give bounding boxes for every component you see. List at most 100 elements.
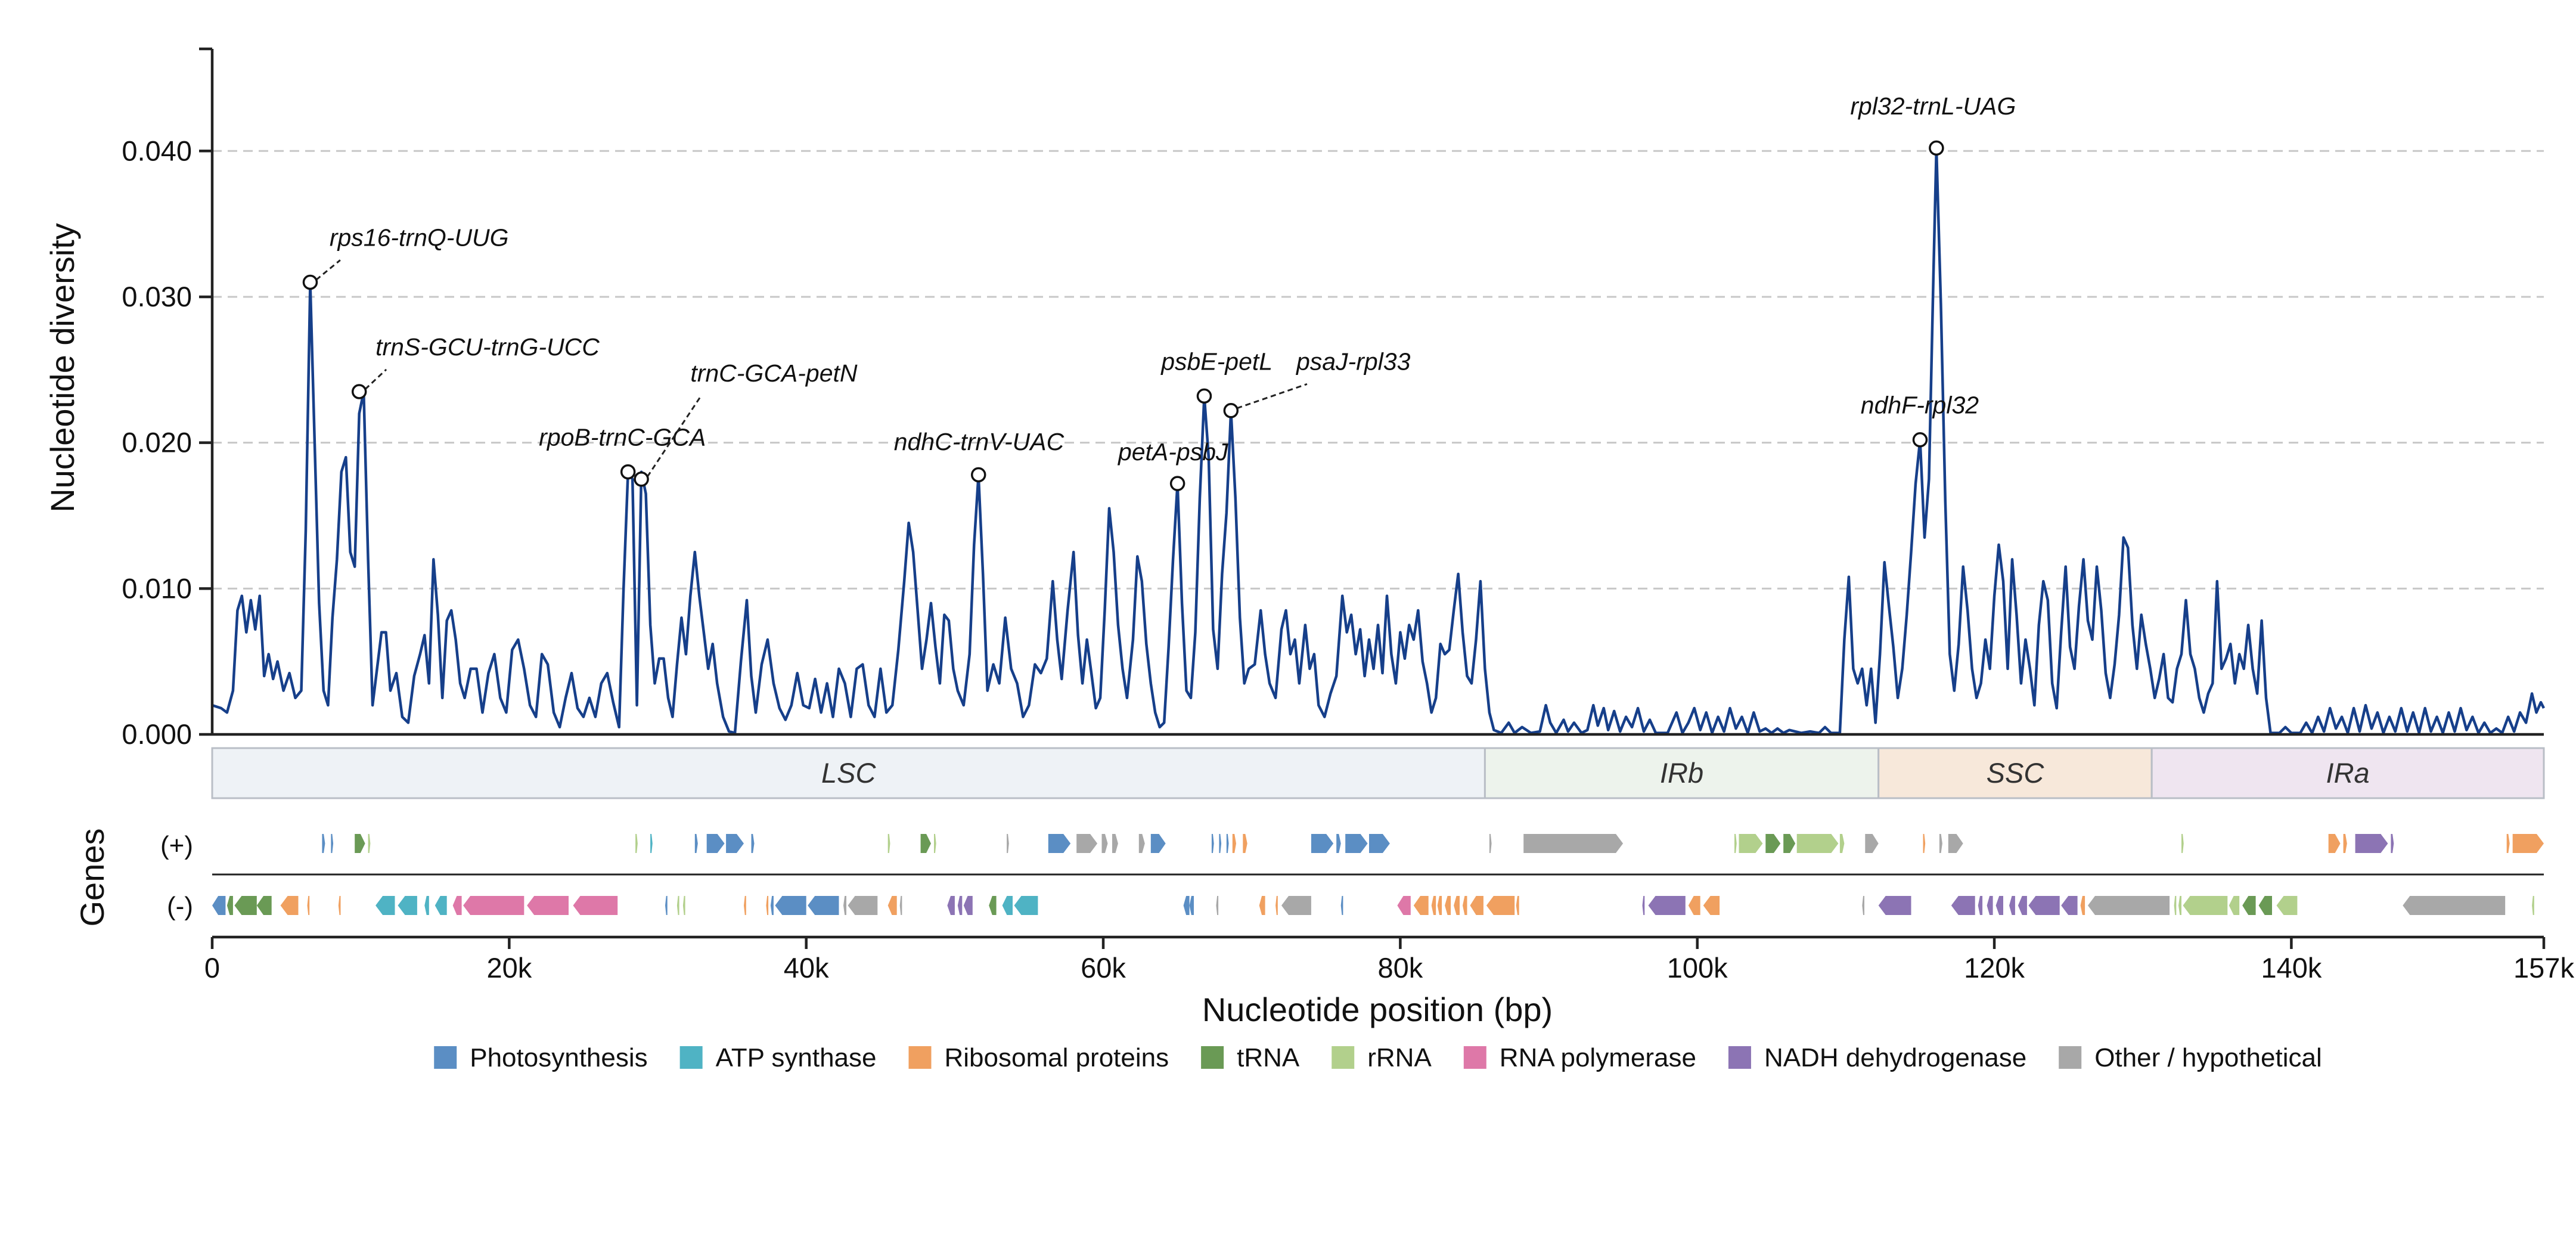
y-tick-label: 0.030 (122, 281, 192, 312)
x-tick-label: 80k (1377, 952, 1423, 984)
peak-label: rpoB-trnC-GCA (539, 424, 706, 451)
gene-arrow (2181, 834, 2184, 853)
gene-arrow (2229, 896, 2240, 915)
gene-arrow (1923, 834, 1926, 853)
peak-marker (302, 274, 318, 290)
gene-arrow (1189, 896, 1194, 915)
gene-arrow (2343, 834, 2347, 853)
y-tick-label: 0.000 (122, 718, 192, 750)
gene-arrow (744, 896, 746, 915)
x-axis-title: Nucleotide position (bp) (1202, 991, 1553, 1028)
gene-arrow (1311, 834, 1334, 853)
gene-arrow (2403, 896, 2506, 915)
gene-arrow (1219, 834, 1222, 853)
peak-leader (1236, 383, 1308, 410)
region-label: IRb (1660, 757, 1703, 789)
gene-arrow (1397, 896, 1411, 915)
peak-marker (1169, 476, 1185, 491)
x-tick-label: 140k (2261, 952, 2321, 984)
gene-arrow (1014, 896, 1038, 915)
gene-arrow (2506, 834, 2510, 853)
gene-arrow (1336, 834, 1341, 853)
gene-arrow (676, 896, 679, 915)
region-bar: LSC IRb SSC IRa (211, 747, 2545, 799)
gene-arrow (635, 834, 638, 853)
gene-arrow (256, 896, 272, 915)
region-ira (2150, 747, 2545, 799)
gene-arrow (887, 834, 890, 853)
gene-arrow (1076, 834, 1098, 853)
gene-arrow (1369, 834, 1390, 853)
gene-arrow (1978, 896, 1983, 915)
gene-arrow (2512, 834, 2544, 853)
peak-label: rpl32-trnL-UAG (1850, 92, 2016, 120)
gene-arrow (2328, 834, 2341, 853)
gene-arrow (2009, 896, 2015, 915)
gene-arrow (843, 896, 846, 915)
gene-arrow (1995, 896, 2003, 915)
x-tick-label: 40k (784, 952, 829, 984)
gene-arrow (2242, 896, 2256, 915)
gene-arrow (770, 896, 774, 915)
legend-swatch (1201, 1046, 1224, 1069)
peak-leader (364, 368, 387, 390)
gene-arrow (989, 896, 997, 915)
gene-arrow (1862, 896, 1864, 915)
gene-arrow (1765, 834, 1781, 853)
peak-leader (315, 259, 341, 281)
gene-arrow (2183, 896, 2228, 915)
gene-arrow (1101, 834, 1108, 853)
peak-marker (1223, 403, 1239, 418)
y-tick-label: 0.010 (122, 572, 192, 604)
gene-arrow (1516, 896, 1519, 915)
gene-arrow (726, 834, 744, 853)
gene-arrow (1112, 834, 1118, 853)
gene-arrow (920, 834, 931, 853)
gene-arrow (338, 896, 341, 915)
gene-arrow (527, 896, 569, 915)
gene-arrow (1948, 834, 1963, 853)
peak-label: ndhF-rpl32 (1861, 392, 1979, 419)
region-label: LSC (821, 757, 876, 789)
gene-arrow (682, 896, 685, 915)
gene-arrow (452, 896, 462, 915)
gene-arrow (434, 896, 447, 915)
x-tick-label: 120k (1964, 952, 2025, 984)
gene-arrow (1463, 896, 1467, 915)
gene-arrow (2028, 896, 2060, 915)
gene-arrow (1281, 896, 1311, 915)
gene-arrow (1939, 834, 1942, 853)
peak-marker (620, 464, 636, 480)
gene-arrow (1345, 834, 1368, 853)
peak-label: rps16-trnQ-UUG (330, 224, 509, 251)
gene-arrow (1340, 896, 1343, 915)
gene-arrow (1275, 896, 1278, 915)
gene-arrow (2178, 896, 2181, 915)
peak-label: ndhC-trnV-UAC (894, 428, 1064, 455)
peak-label: petA-psbJ (1117, 438, 1228, 466)
gene-arrow (368, 834, 371, 853)
legend-swatch (2059, 1046, 2082, 1069)
gene-arrow (947, 896, 955, 915)
gene-arrow (1445, 896, 1451, 915)
gene-arrow (887, 896, 897, 915)
gene-arrow (963, 896, 973, 915)
gene-arrow (751, 834, 755, 853)
gene-arrow (775, 896, 806, 915)
gene-arrow (1183, 896, 1190, 915)
gene-arrow (2355, 834, 2388, 853)
gene-arrow (1007, 834, 1009, 853)
legend-label: rRNA (1367, 1043, 1432, 1072)
gene-arrow (1259, 896, 1265, 915)
gene-arrow (1138, 834, 1145, 853)
peak-marker (1196, 388, 1212, 404)
legend-swatch (908, 1046, 932, 1069)
gene-arrow (1734, 834, 1737, 853)
y-tick-label: 0.020 (122, 427, 192, 458)
strand-label-plus: (+) (160, 831, 193, 860)
legend-label: ATP synthase (716, 1043, 877, 1072)
gene-arrow (1232, 834, 1236, 853)
gene-arrow (212, 896, 226, 915)
gene-arrow (2088, 896, 2170, 915)
gene-arrow (1002, 896, 1013, 915)
